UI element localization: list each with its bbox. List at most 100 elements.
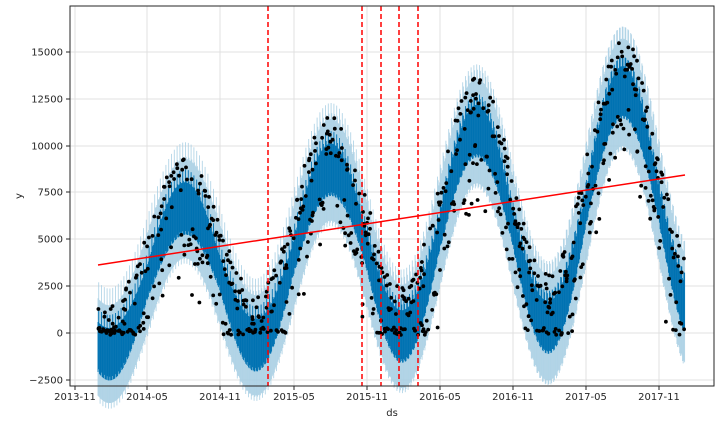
- x-tick-label: 2014-11: [199, 392, 241, 403]
- observed-point: [189, 177, 194, 182]
- observed-point: [613, 68, 618, 72]
- observed-point: [369, 296, 374, 300]
- observed-point: [307, 170, 311, 175]
- observed-point: [655, 157, 660, 162]
- observed-point: [422, 272, 426, 277]
- observed-point: [424, 318, 429, 323]
- observed-point: [224, 273, 228, 277]
- observed-point: [384, 283, 389, 288]
- observed-point: [547, 273, 551, 278]
- observed-point: [156, 215, 161, 220]
- observed-point: [171, 170, 176, 175]
- observed-point: [459, 99, 464, 103]
- observed-point: [609, 64, 613, 69]
- observed-point: [339, 158, 344, 163]
- observed-point: [196, 191, 201, 196]
- observed-point: [366, 232, 371, 237]
- observed-point: [619, 122, 623, 127]
- observed-point: [179, 233, 184, 237]
- observed-point: [631, 47, 635, 52]
- observed-point: [197, 300, 202, 305]
- observed-point: [258, 330, 263, 335]
- observed-point: [618, 118, 623, 123]
- observed-point: [314, 141, 318, 146]
- observed-point: [529, 283, 534, 288]
- observed-point: [357, 191, 362, 196]
- observed-point: [200, 253, 205, 258]
- observed-point: [662, 195, 667, 200]
- observed-point: [309, 178, 314, 183]
- observed-point: [180, 167, 185, 172]
- observed-point: [386, 327, 390, 331]
- observed-point: [138, 323, 143, 328]
- observed-point: [562, 250, 567, 254]
- observed-point: [505, 156, 510, 161]
- observed-point: [146, 315, 151, 320]
- observed-point: [157, 281, 162, 286]
- observed-point: [487, 168, 492, 173]
- observed-point: [548, 300, 552, 305]
- observed-point: [113, 324, 118, 329]
- x-tick-label: 2016-05: [419, 392, 461, 403]
- observed-point: [332, 116, 337, 121]
- observed-point: [177, 173, 182, 178]
- observed-point: [394, 312, 398, 316]
- observed-point: [288, 229, 293, 233]
- observed-point: [587, 230, 592, 235]
- observed-point: [543, 272, 548, 276]
- observed-point: [491, 99, 495, 104]
- observed-point: [594, 230, 599, 235]
- observed-point: [553, 327, 558, 331]
- observed-point: [203, 189, 208, 193]
- observed-point: [573, 277, 577, 282]
- observed-point: [486, 108, 491, 113]
- observed-point: [643, 164, 648, 169]
- observed-point: [138, 262, 142, 266]
- observed-point: [513, 222, 518, 227]
- observed-point: [601, 161, 606, 166]
- observed-point: [182, 243, 187, 248]
- observed-point: [346, 233, 351, 238]
- observed-point: [441, 186, 446, 190]
- observed-point: [320, 135, 324, 140]
- observed-point: [302, 292, 306, 296]
- observed-point: [211, 218, 216, 223]
- observed-point: [469, 110, 473, 115]
- observed-point: [526, 314, 531, 319]
- observed-point: [653, 161, 658, 166]
- observed-point: [363, 233, 368, 238]
- observed-point: [147, 235, 151, 240]
- observed-point: [667, 276, 671, 281]
- observed-point: [145, 244, 150, 249]
- observed-point: [654, 169, 659, 174]
- observed-point: [493, 171, 497, 176]
- x-tick-label: 2013-11: [54, 392, 96, 403]
- observed-point: [467, 152, 472, 157]
- observed-point: [355, 247, 360, 252]
- observed-point: [593, 183, 598, 188]
- observed-point: [648, 146, 652, 150]
- observed-point: [442, 246, 447, 251]
- observed-point: [514, 196, 519, 201]
- observed-point: [206, 205, 211, 210]
- observed-point: [617, 41, 621, 46]
- observed-point: [233, 289, 238, 294]
- observed-point: [320, 200, 325, 205]
- observed-point: [635, 149, 640, 154]
- observed-point: [374, 261, 379, 266]
- observed-point: [159, 204, 164, 209]
- observed-point: [305, 254, 309, 259]
- observed-point: [512, 212, 517, 216]
- observed-point: [461, 201, 466, 206]
- observed-point: [159, 257, 164, 262]
- observed-point: [598, 112, 603, 117]
- observed-point: [474, 92, 478, 96]
- observed-point: [525, 328, 530, 332]
- observed-point: [113, 328, 117, 333]
- y-tick-label: −2500: [29, 376, 63, 387]
- observed-point: [435, 325, 440, 330]
- observed-point: [576, 211, 581, 215]
- observed-point: [467, 213, 471, 217]
- observed-point: [664, 319, 668, 324]
- observed-point: [580, 198, 585, 203]
